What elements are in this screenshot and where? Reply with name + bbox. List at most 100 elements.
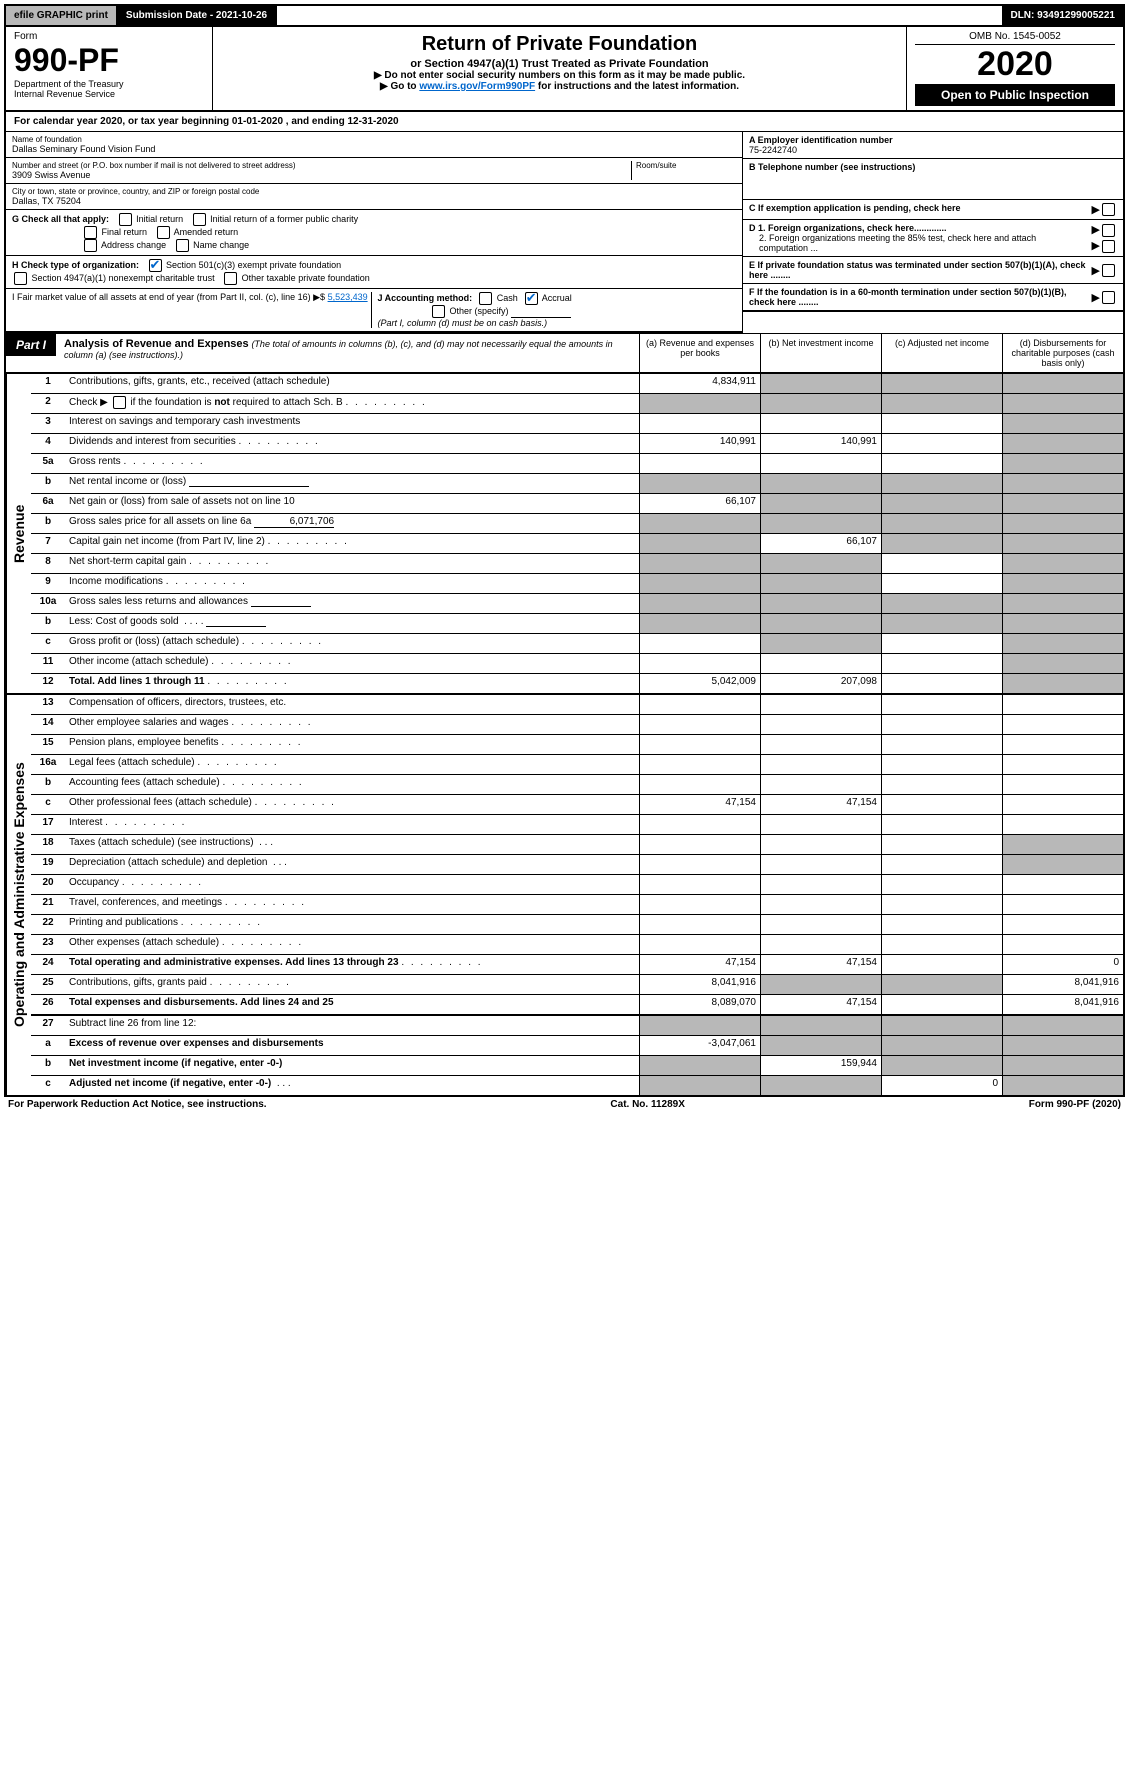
accrual-checkbox[interactable]	[525, 292, 538, 305]
line-20-desc: Occupancy	[65, 875, 639, 894]
amended-return-checkbox[interactable]	[157, 226, 170, 239]
accrual-label: Accrual	[542, 293, 572, 303]
c-checkbox[interactable]	[1102, 203, 1115, 216]
d2-checkbox[interactable]	[1102, 240, 1115, 253]
line-26-b: 47,154	[760, 995, 881, 1014]
entity-info: Name of foundation Dallas Seminary Found…	[4, 132, 1125, 333]
irs-link[interactable]: www.irs.gov/Form990PF	[419, 81, 535, 92]
line-25-num: 25	[31, 975, 65, 994]
4947-checkbox[interactable]	[14, 272, 27, 285]
line-6a-num: 6a	[31, 494, 65, 513]
instr2-post: for instructions and the latest informat…	[535, 81, 739, 92]
line-27c-desc: Adjusted net income (if negative, enter …	[65, 1076, 639, 1095]
name-label: Name of foundation	[12, 135, 736, 144]
other-taxable-checkbox[interactable]	[224, 272, 237, 285]
line-16c-num: c	[31, 795, 65, 814]
form-subtitle: or Section 4947(a)(1) Trust Treated as P…	[221, 58, 898, 70]
line-23-desc: Other expenses (attach schedule)	[65, 935, 639, 954]
addr-label: Number and street (or P.O. box number if…	[12, 161, 631, 170]
line-27-desc: Subtract line 26 from line 12:	[65, 1016, 639, 1035]
line-27b-b: 159,944	[760, 1056, 881, 1075]
line-4-num: 4	[31, 434, 65, 453]
other-method-checkbox[interactable]	[432, 305, 445, 318]
e-label: E If private foundation status was termi…	[749, 260, 1086, 280]
e-checkbox[interactable]	[1102, 264, 1115, 277]
ein-label: A Employer identification number	[749, 135, 893, 145]
line-19-desc: Depreciation (attach schedule) and deple…	[65, 855, 639, 874]
line-12-a: 5,042,009	[639, 674, 760, 693]
line-2-desc: Check ▶ if the foundation is not require…	[65, 394, 639, 413]
i-label: I Fair market value of all assets at end…	[12, 292, 325, 302]
line-11-num: 11	[31, 654, 65, 673]
line-1-d	[1002, 374, 1123, 393]
other-taxable-label: Other taxable private foundation	[242, 273, 370, 283]
fmv-value[interactable]: 5,523,439	[328, 292, 368, 302]
line-27b-desc: Net investment income (if negative, ente…	[65, 1056, 639, 1075]
top-bar: efile GRAPHIC print Submission Date - 20…	[4, 4, 1125, 27]
line-16b-desc: Accounting fees (attach schedule)	[65, 775, 639, 794]
revenue-sidebar: Revenue	[6, 374, 31, 693]
cash-checkbox[interactable]	[479, 292, 492, 305]
d2-label: 2. Foreign organizations meeting the 85%…	[749, 233, 1088, 253]
line-27b-num: b	[31, 1056, 65, 1075]
city-state-zip: Dallas, TX 75204	[12, 196, 736, 206]
501c3-label: Section 501(c)(3) exempt private foundat…	[166, 260, 341, 270]
line-27a-a: -3,047,061	[639, 1036, 760, 1055]
f-checkbox[interactable]	[1102, 291, 1115, 304]
line-10c-desc: Gross profit or (loss) (attach schedule)	[65, 634, 639, 653]
g-section: G Check all that apply: Initial return I…	[6, 210, 742, 256]
line-4-a: 140,991	[639, 434, 760, 453]
line-18-num: 18	[31, 835, 65, 854]
name-change-checkbox[interactable]	[176, 239, 189, 252]
line-2-num: 2	[31, 394, 65, 413]
part1-label: Part I	[6, 334, 56, 356]
omb-number: OMB No. 1545-0052	[915, 31, 1115, 45]
line-3-desc: Interest on savings and temporary cash i…	[65, 414, 639, 433]
calendar-year-line: For calendar year 2020, or tax year begi…	[4, 112, 1125, 132]
part1-title: Analysis of Revenue and Expenses	[64, 338, 249, 350]
dln: DLN: 93491299005221	[1002, 6, 1123, 25]
final-return-checkbox[interactable]	[84, 226, 97, 239]
col-b-head: (b) Net investment income	[760, 334, 881, 372]
part1-header: Part I Analysis of Revenue and Expenses …	[4, 333, 1125, 374]
g-label: G Check all that apply:	[12, 214, 109, 224]
line-1-c	[881, 374, 1002, 393]
instr-2: ▶ Go to www.irs.gov/Form990PF for instru…	[221, 81, 898, 92]
address-change-label: Address change	[101, 240, 166, 250]
line-27-num: 27	[31, 1016, 65, 1035]
instr2-pre: ▶ Go to	[380, 81, 419, 92]
line-6b-desc: Gross sales price for all assets on line…	[65, 514, 639, 533]
room-label: Room/suite	[636, 161, 736, 170]
efile-label: efile GRAPHIC print	[6, 6, 118, 25]
cat-no: Cat. No. 11289X	[610, 1099, 684, 1110]
line-13-desc: Compensation of officers, directors, tru…	[65, 695, 639, 714]
line-7-num: 7	[31, 534, 65, 553]
schb-checkbox[interactable]	[113, 396, 126, 409]
form-ref: Form 990-PF (2020)	[1029, 1099, 1121, 1110]
line-27c-num: c	[31, 1076, 65, 1095]
instr-1: ▶ Do not enter social security numbers o…	[221, 70, 898, 81]
line-1-b	[760, 374, 881, 393]
amended-return-label: Amended return	[174, 227, 239, 237]
line-19-num: 19	[31, 855, 65, 874]
line-23-num: 23	[31, 935, 65, 954]
line-5b-desc: Net rental income or (loss)	[65, 474, 639, 493]
line-24-d: 0	[1002, 955, 1123, 974]
line-16a-num: 16a	[31, 755, 65, 774]
line-5a-desc: Gross rents	[65, 454, 639, 473]
initial-former-checkbox[interactable]	[193, 213, 206, 226]
line-3-num: 3	[31, 414, 65, 433]
f-label: F If the foundation is in a 60-month ter…	[749, 287, 1067, 307]
501c3-checkbox[interactable]	[149, 259, 162, 272]
line-27a-desc: Excess of revenue over expenses and disb…	[65, 1036, 639, 1055]
line-24-desc: Total operating and administrative expen…	[65, 955, 639, 974]
line-22-num: 22	[31, 915, 65, 934]
initial-return-checkbox[interactable]	[119, 213, 132, 226]
initial-former-label: Initial return of a former public charit…	[210, 214, 358, 224]
address-change-checkbox[interactable]	[84, 239, 97, 252]
line-13-num: 13	[31, 695, 65, 714]
phone-label: B Telephone number (see instructions)	[749, 162, 915, 172]
line-25-a: 8,041,916	[639, 975, 760, 994]
line-16c-desc: Other professional fees (attach schedule…	[65, 795, 639, 814]
d1-checkbox[interactable]	[1102, 224, 1115, 237]
